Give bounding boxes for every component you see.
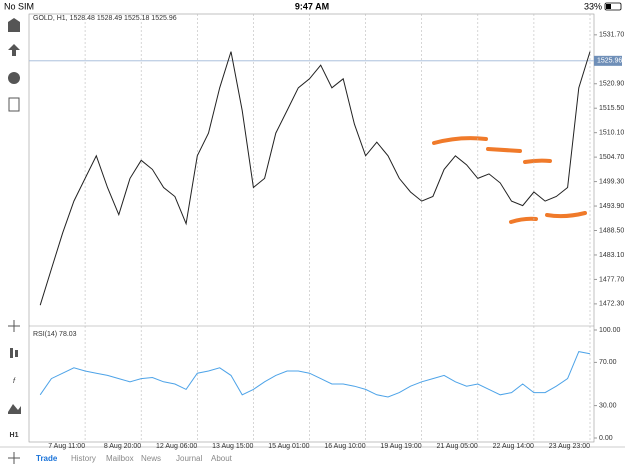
- x-tick-label: 13 Aug 15:00: [212, 443, 253, 450]
- clock: 9:47 AM: [295, 1, 329, 11]
- x-tick-label: 8 Aug 20:00: [104, 443, 141, 450]
- toolbar-icon[interactable]: [8, 44, 20, 56]
- x-tick-label: 21 Aug 05:00: [437, 443, 478, 450]
- toolbar: f H1: [8, 18, 21, 464]
- tab[interactable]: Trade: [36, 454, 58, 463]
- y-tick-label: 1510.10: [599, 130, 624, 137]
- toolbar-icon[interactable]: [8, 97, 20, 112]
- y-tick-label: 1493.90: [599, 203, 624, 210]
- y-tick-label: 70.00: [599, 359, 617, 366]
- y-tick-label: 1472.30: [599, 301, 624, 308]
- y-tick-label: 1477.70: [599, 276, 624, 283]
- y-tick-label: 1515.50: [599, 105, 624, 112]
- y-tick-label: 0.00: [599, 435, 613, 442]
- price-line: [39, 351, 591, 398]
- toolbar-icon[interactable]: [10, 348, 13, 358]
- price-line: [39, 51, 591, 306]
- last-price-label: 1525.96: [597, 58, 622, 65]
- chart-title: GOLD, H1, 1528.48 1528.49 1525.18 1525.9…: [33, 15, 177, 22]
- tab[interactable]: History: [71, 454, 96, 463]
- toolbar-icon[interactable]: f: [13, 378, 16, 385]
- x-tick-label: 19 Aug 19:00: [380, 443, 421, 450]
- chart-frame: [28, 13, 595, 443]
- tab[interactable]: Journal: [176, 454, 202, 463]
- battery-level: 33%: [584, 1, 602, 11]
- y-tick-label: 1504.70: [599, 154, 624, 161]
- y-tick-label: 100.00: [599, 327, 621, 334]
- toolbar-icon[interactable]: [8, 404, 21, 414]
- tab[interactable]: Mailbox: [106, 454, 134, 463]
- y-tick-label: 1488.50: [599, 227, 624, 234]
- toolbar-icon[interactable]: [8, 72, 20, 84]
- timeframe[interactable]: H1: [10, 432, 19, 439]
- last-price-box: [594, 55, 622, 66]
- toolbar-icon[interactable]: [8, 18, 20, 32]
- y-tick-label: 30.00: [599, 402, 617, 409]
- x-tick-label: 12 Aug 06:00: [156, 443, 197, 450]
- x-tick-label: 7 Aug 11:00: [48, 443, 85, 450]
- battery-fill: [606, 4, 611, 9]
- annotation: [432, 136, 587, 224]
- tab[interactable]: News: [141, 454, 161, 463]
- chart-title: RSI(14) 78.03: [33, 331, 77, 338]
- y-tick-label: 1520.90: [599, 81, 624, 88]
- y-tick-label: 1499.30: [599, 178, 624, 185]
- y-tick-label: 1531.70: [599, 32, 624, 39]
- carrier: No SIM: [4, 1, 34, 11]
- battery-icon: [604, 2, 622, 11]
- tab[interactable]: About: [211, 454, 233, 463]
- y-tick-label: 1483.10: [599, 252, 624, 259]
- x-tick-label: 22 Aug 14:00: [493, 443, 534, 450]
- toolbar-icon[interactable]: [8, 320, 20, 332]
- x-tick-label: 23 Aug 23:00: [549, 443, 590, 450]
- toolbar-icon[interactable]: [8, 452, 20, 464]
- x-tick-label: 15 Aug 01:00: [268, 443, 309, 450]
- x-tick-label: 16 Aug 10:00: [324, 443, 365, 450]
- toolbar-icon[interactable]: [15, 350, 18, 357]
